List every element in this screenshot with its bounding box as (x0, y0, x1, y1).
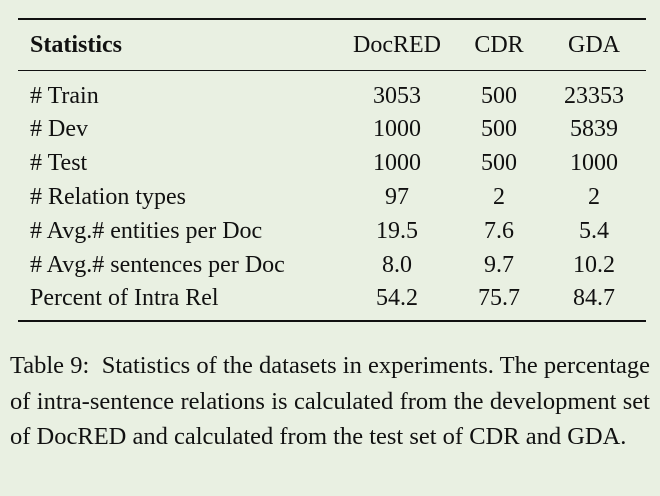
row-label: # Avg.# sentences per Doc (30, 251, 285, 278)
cell-gda: 1000 (570, 150, 618, 177)
caption-label: Table 9: (10, 352, 90, 379)
cell-gda: 2 (588, 183, 600, 210)
row-label: # Relation types (30, 183, 186, 210)
cell-cdr: 9.7 (484, 251, 514, 278)
cell-docred: 97 (385, 183, 409, 210)
row-label: Percent of Intra Rel (30, 285, 219, 312)
table-row: # Test 1000 500 1000 (18, 147, 646, 181)
cell-docred: 3053 (373, 82, 421, 109)
header-gda: GDA (568, 31, 620, 58)
table-row: # Relation types 97 2 2 (18, 181, 646, 215)
cell-docred: 19.5 (376, 217, 418, 244)
header-docred: DocRED (353, 31, 441, 58)
cell-gda: 10.2 (573, 251, 615, 278)
cell-cdr: 75.7 (478, 285, 520, 312)
cell-gda: 5839 (570, 116, 618, 143)
table-row: # Avg.# entities per Doc 19.5 7.6 5.4 (18, 214, 646, 248)
table-row: # Avg.# sentences per Doc 8.0 9.7 10.2 (18, 248, 646, 282)
table-header-rule (18, 70, 646, 71)
cell-gda: 23353 (564, 82, 624, 109)
row-label: # Avg.# entities per Doc (30, 217, 263, 244)
table-row: Percent of Intra Rel 54.2 75.7 84.7 (18, 282, 646, 320)
caption-text: Statistics of the datasets in experiment… (10, 352, 651, 450)
table-bottom-rule (18, 319, 646, 322)
statistics-table-container: Statistics DocRED CDR GDA # Train 3053 5… (18, 18, 646, 322)
statistics-table: Statistics DocRED CDR GDA # Train 3053 5… (18, 20, 646, 320)
cell-cdr: 500 (481, 82, 517, 109)
cell-cdr: 2 (493, 183, 505, 210)
table-caption: Table 9: Statistics of the datasets in e… (10, 348, 650, 455)
row-label: # Test (30, 150, 88, 177)
cell-gda: 84.7 (573, 285, 615, 312)
cell-cdr: 500 (481, 116, 517, 143)
header-cdr: CDR (474, 31, 524, 58)
header-statistics: Statistics (30, 31, 122, 58)
table-row: # Train 3053 500 23353 (18, 71, 646, 113)
row-label: # Train (30, 82, 99, 109)
cell-docred: 54.2 (376, 285, 418, 312)
cell-docred: 1000 (373, 150, 421, 177)
cell-docred: 1000 (373, 116, 421, 143)
cell-gda: 5.4 (579, 217, 609, 244)
cell-docred: 8.0 (382, 251, 412, 278)
table-row: # Dev 1000 500 5839 (18, 113, 646, 147)
row-label: # Dev (30, 116, 88, 143)
cell-cdr: 500 (481, 150, 517, 177)
table-header-row: Statistics DocRED CDR GDA (18, 20, 646, 70)
cell-cdr: 7.6 (484, 217, 514, 244)
table-top-rule (18, 18, 646, 20)
